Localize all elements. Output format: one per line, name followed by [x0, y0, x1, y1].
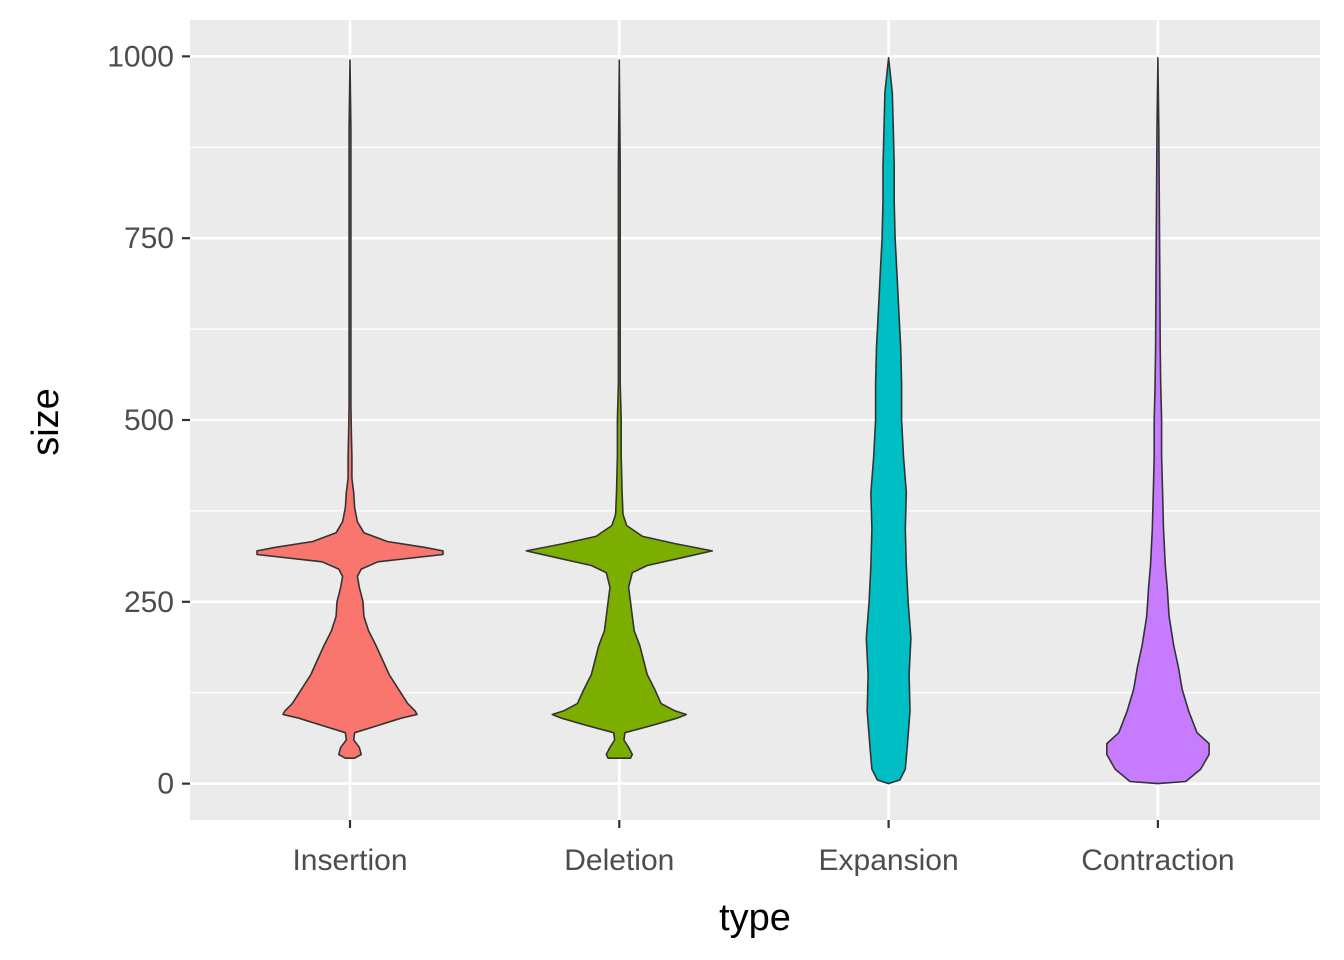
violins [256, 57, 1210, 785]
violin-insertion [256, 59, 444, 759]
x-tick-label-expansion: Expansion [819, 844, 959, 877]
y-tick-label: 500 [124, 404, 174, 437]
y-axis: 0 250 500 750 1000 [107, 40, 190, 801]
violin-contraction [1106, 57, 1210, 785]
x-axis: Insertion Deletion Expansion Contraction [292, 820, 1235, 877]
violin-expansion [865, 57, 912, 785]
x-tick-label-deletion: Deletion [564, 844, 674, 877]
y-tick-label: 0 [157, 768, 174, 801]
y-tick-label: 250 [124, 586, 174, 619]
violin-deletion [525, 59, 714, 759]
x-tick-label-contraction: Contraction [1081, 844, 1234, 877]
x-axis-title: type [719, 897, 791, 939]
y-tick-label: 1000 [107, 40, 174, 73]
x-tick-label-insertion: Insertion [292, 844, 407, 877]
y-tick-label: 750 [124, 222, 174, 255]
y-axis-title: size [25, 388, 67, 456]
